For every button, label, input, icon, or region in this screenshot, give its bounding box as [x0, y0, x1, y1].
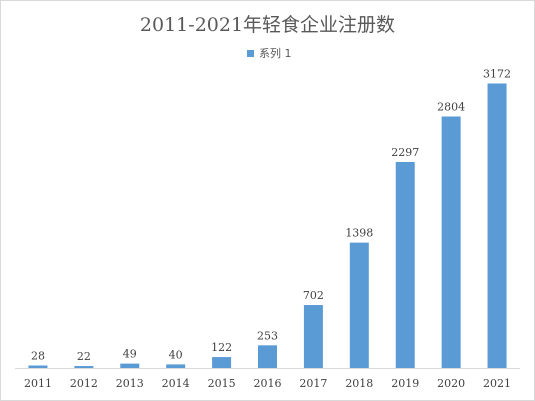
data-label-2014: 40 — [169, 348, 183, 361]
data-label-2021: 3172 — [483, 67, 511, 80]
x-tick-label-2016: 2016 — [254, 377, 282, 390]
bar-2018 — [349, 242, 369, 368]
data-label-2019: 2297 — [391, 146, 419, 159]
data-label-2013: 49 — [123, 348, 137, 361]
legend-label: 系列 1 — [259, 47, 292, 60]
chart-title: 2011-2021年轻食企业注册数 — [139, 14, 396, 36]
x-tick-label-2013: 2013 — [116, 377, 144, 390]
x-tick-label-2020: 2020 — [437, 377, 465, 390]
data-label-2012: 22 — [77, 350, 91, 363]
bar-2017 — [303, 305, 323, 368]
data-label-2015: 122 — [211, 341, 232, 354]
x-tick-label-2012: 2012 — [70, 377, 98, 390]
bar-2016 — [258, 345, 277, 368]
bar-2021 — [487, 83, 507, 369]
bar-2014 — [166, 364, 186, 368]
bar-2020 — [441, 116, 461, 368]
data-label-2011: 28 — [31, 349, 45, 362]
data-label-2017: 702 — [303, 289, 324, 302]
x-tick-label-2017: 2017 — [299, 377, 327, 390]
data-label-2020: 2804 — [437, 100, 465, 113]
x-tick-label-2014: 2014 — [162, 377, 190, 390]
legend: 系列 1 — [247, 46, 292, 60]
data-label-2016: 253 — [257, 329, 278, 342]
x-tick-label-2018: 2018 — [345, 377, 373, 390]
bar-2015 — [212, 357, 232, 368]
x-tick-label-2011: 2011 — [24, 377, 52, 390]
legend-swatch — [247, 49, 254, 57]
x-tick-label-2019: 2019 — [391, 377, 419, 390]
x-tick-label-2015: 2015 — [208, 377, 236, 390]
bar-2012 — [74, 366, 94, 368]
bar-2011 — [28, 365, 48, 368]
bar-2019 — [395, 161, 415, 368]
data-label-2018: 1398 — [345, 227, 373, 240]
x-tick-label-2021: 2021 — [483, 377, 511, 390]
bar-2013 — [120, 363, 140, 368]
